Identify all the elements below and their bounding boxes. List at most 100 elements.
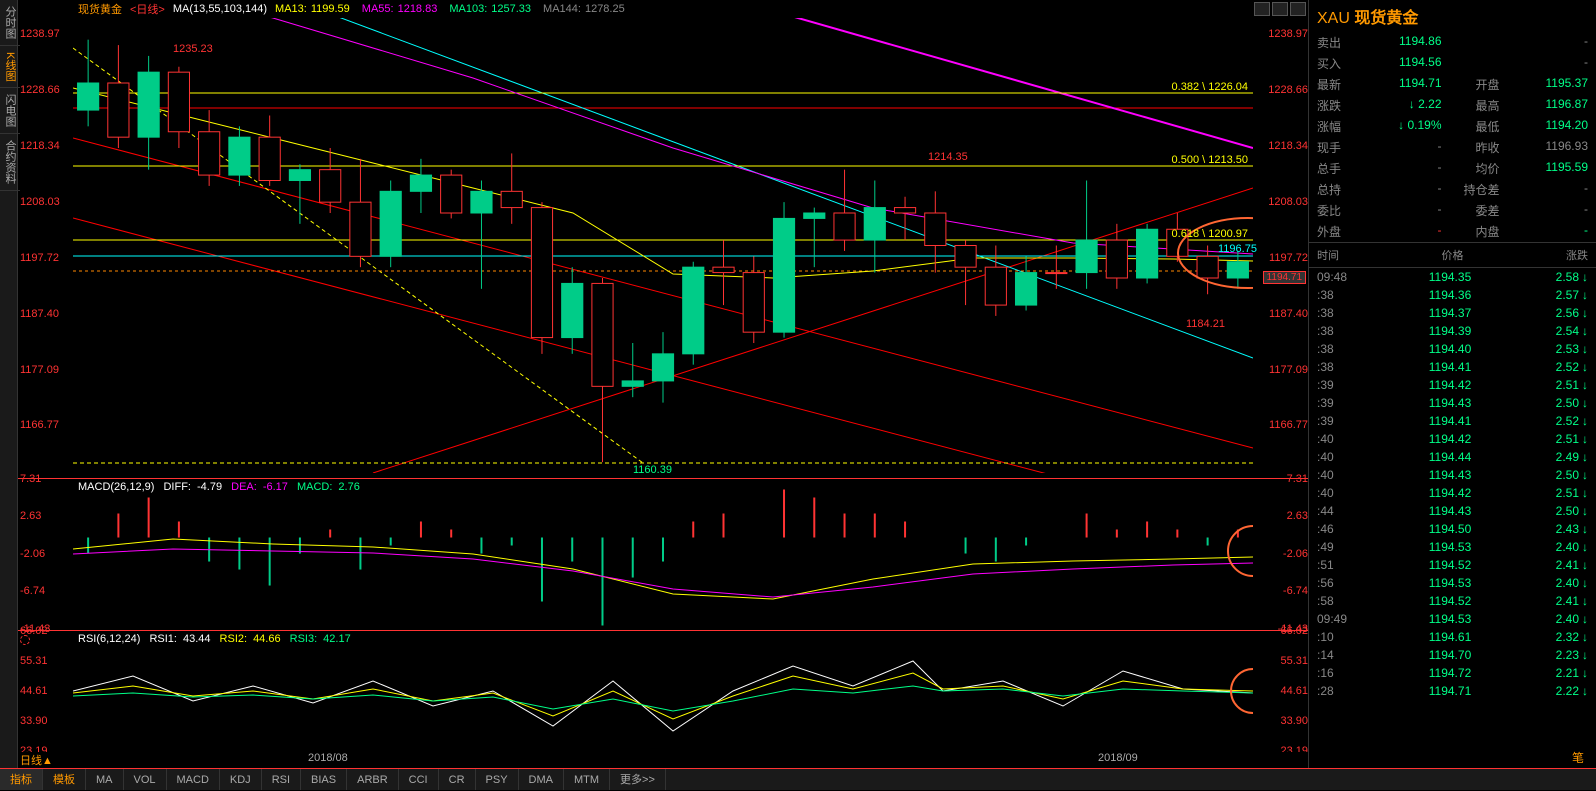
nav-item-1[interactable]: K线图 <box>0 46 20 88</box>
tick-row: :511194.522.41↓ <box>1317 556 1588 574</box>
timeframe-label: <日线> <box>130 1 165 17</box>
price-tick: 1187.40 <box>1253 308 1308 320</box>
quote-panel: XAU 现货黄金 卖出1194.86-买入1194.56-最新1194.71开盘… <box>1308 0 1596 768</box>
nav-item-2[interactable]: 闪电图 <box>0 88 20 134</box>
macd-svg <box>73 479 1253 629</box>
price-tick: 1218.34 <box>1253 140 1308 152</box>
tab-MACD[interactable]: MACD <box>167 769 220 790</box>
chart-header: 现货黄金 <日线> MA(13,55,103,144) MA13:1199.59… <box>18 0 1308 18</box>
tab-BIAS[interactable]: BIAS <box>301 769 347 790</box>
current-price-box: 1194.71 <box>1263 271 1306 284</box>
tick-footer[interactable]: 笔 <box>1572 749 1584 766</box>
main-chart-area: 现货黄金 <日线> MA(13,55,103,144) MA13:1199.59… <box>18 0 1308 768</box>
price-tick: 1218.34 <box>20 140 75 152</box>
price-tick: 1166.77 <box>1253 419 1308 431</box>
y-axis-left: 1238.971228.661218.341208.031197.721187.… <box>18 18 73 473</box>
tool-icon-1[interactable] <box>1254 2 1270 16</box>
quote-row: 现手-昨收1196.93 <box>1317 137 1588 158</box>
price-tick: 1238.97 <box>20 28 75 40</box>
tab-VOL[interactable]: VOL <box>124 769 167 790</box>
price-tick: 1197.72 <box>1253 252 1308 264</box>
price-tick: 1208.03 <box>20 196 75 208</box>
quote-row: 卖出1194.86- <box>1317 32 1588 53</box>
tool-icon-2[interactable] <box>1272 2 1288 16</box>
x-date-label: 2018/09 <box>1098 752 1138 764</box>
chart-annotation: 1184.21 <box>1186 318 1225 330</box>
tab-RSI[interactable]: RSI <box>262 769 301 790</box>
tab-KDJ[interactable]: KDJ <box>220 769 262 790</box>
tick-row: :401194.432.50↓ <box>1317 466 1588 484</box>
price-tick: 1177.09 <box>1253 364 1308 376</box>
x-axis: 日线▲ 2018/08 2018/09 <box>18 752 1308 768</box>
fib-label: 0.618 \ 1200.97 <box>1172 228 1248 240</box>
chart-annotation: 1196.75 <box>1218 243 1257 255</box>
tab-MTM[interactable]: MTM <box>564 769 610 790</box>
rsi-y-left: 66.0255.3144.6133.9023.19 <box>18 631 73 750</box>
indicator-tabs: 指标模板MAVOLMACDKDJRSIBIASARBRCCICRPSYDMAMT… <box>0 768 1596 790</box>
quote-row: 最新1194.71开盘1195.37 <box>1317 74 1588 95</box>
ma13: MA13:1199.59 <box>275 3 354 15</box>
tab-CR[interactable]: CR <box>439 769 476 790</box>
instrument-name: 现货黄金 <box>78 1 122 17</box>
tab-ARBR[interactable]: ARBR <box>347 769 399 790</box>
tick-row: :491194.532.40↓ <box>1317 538 1588 556</box>
tick-row: :381194.372.56↓ <box>1317 304 1588 322</box>
price-chart[interactable]: 1238.97 1228.66 1218.34 1208.03 1197.72 1187.… <box>18 18 1308 473</box>
quote-row: 买入1194.56- <box>1317 53 1588 74</box>
price-tick: 1228.66 <box>1253 84 1308 96</box>
tab-模板[interactable]: 模板 <box>43 769 86 790</box>
tick-row: 09:491194.532.40↓ <box>1317 610 1588 628</box>
tick-list[interactable]: 09:481194.352.58↓:381194.362.57↓:381194.… <box>1309 268 1596 700</box>
tick-row: :401194.442.49↓ <box>1317 448 1588 466</box>
price-tick: 1166.77 <box>20 419 75 431</box>
price-tick: 1228.66 <box>20 84 75 96</box>
tick-row: :401194.422.51↓ <box>1317 484 1588 502</box>
y-axis-right: 1238.971228.661218.341208.031197.721187.… <box>1253 18 1308 473</box>
tick-row: :581194.522.41↓ <box>1317 592 1588 610</box>
quote-row: 外盘-内盘- <box>1317 221 1588 242</box>
tab-PSY[interactable]: PSY <box>476 769 519 790</box>
quote-row: 涨幅↓ 0.19%最低1194.20 <box>1317 116 1588 137</box>
chart-annotation: 1214.35 <box>928 151 968 163</box>
tab-更多>>[interactable]: 更多>> <box>610 769 666 790</box>
macd-y-right: 7.312.63-2.06-6.74-11.43 <box>1253 479 1308 628</box>
quote-row: 总手-均价1195.59 <box>1317 158 1588 179</box>
quote-row: 涨跌↓ 2.22最高1196.87 <box>1317 95 1588 116</box>
macd-panel[interactable]: MACD(26,12,9) DIFF:-4.79 DEA:-6.17 MACD:… <box>18 478 1308 628</box>
tab-指标[interactable]: 指标 <box>0 769 43 790</box>
tick-row: :101194.612.32↓ <box>1317 628 1588 646</box>
tick-row: :381194.362.57↓ <box>1317 286 1588 304</box>
price-svg <box>73 18 1253 473</box>
tick-header: 时间 价格 涨跌 <box>1309 242 1596 268</box>
rsi-panel[interactable]: RSI(6,12,24) RSI1:43.44 RSI2:44.66 RSI3:… <box>18 630 1308 750</box>
tick-row: :381194.412.52↓ <box>1317 358 1588 376</box>
fib-label: 0.382 \ 1226.04 <box>1172 81 1248 93</box>
tool-icon-3[interactable] <box>1290 2 1306 16</box>
tick-row: :141194.702.23↓ <box>1317 646 1588 664</box>
x-date-label: 2018/08 <box>308 752 348 764</box>
price-tick: 1177.09 <box>20 364 75 376</box>
left-nav: 分时图K线图闪电图合约资料 <box>0 0 18 768</box>
rsi-svg <box>73 631 1253 751</box>
tick-row: :401194.422.51↓ <box>1317 430 1588 448</box>
tick-row: :441194.432.50↓ <box>1317 502 1588 520</box>
nav-item-3[interactable]: 合约资料 <box>0 134 20 191</box>
tick-row: :381194.402.53↓ <box>1317 340 1588 358</box>
quote-title: XAU 现货黄金 <box>1309 0 1596 32</box>
price-tick: 1208.03 <box>1253 196 1308 208</box>
tick-row: :281194.712.22↓ <box>1317 682 1588 700</box>
ma144: MA144:1278.25 <box>543 3 629 15</box>
tab-CCI[interactable]: CCI <box>399 769 439 790</box>
quote-row: 委比-委差- <box>1317 200 1588 221</box>
price-tick: 1197.72 <box>20 252 75 264</box>
tick-row: :391194.432.50↓ <box>1317 394 1588 412</box>
nav-item-0[interactable]: 分时图 <box>0 0 20 46</box>
macd-y-left: 7.312.63-2.06-6.74-11.43 <box>18 479 73 628</box>
chart-annotation: 1160.39 <box>633 464 672 476</box>
ma-params: MA(13,55,103,144) <box>173 3 267 15</box>
timeframe-selector[interactable]: 日线▲ <box>20 752 53 768</box>
tab-DMA[interactable]: DMA <box>519 769 564 790</box>
tab-MA[interactable]: MA <box>86 769 124 790</box>
ma103: MA103:1257.33 <box>449 3 535 15</box>
ma55: MA55:1218.83 <box>362 3 442 15</box>
